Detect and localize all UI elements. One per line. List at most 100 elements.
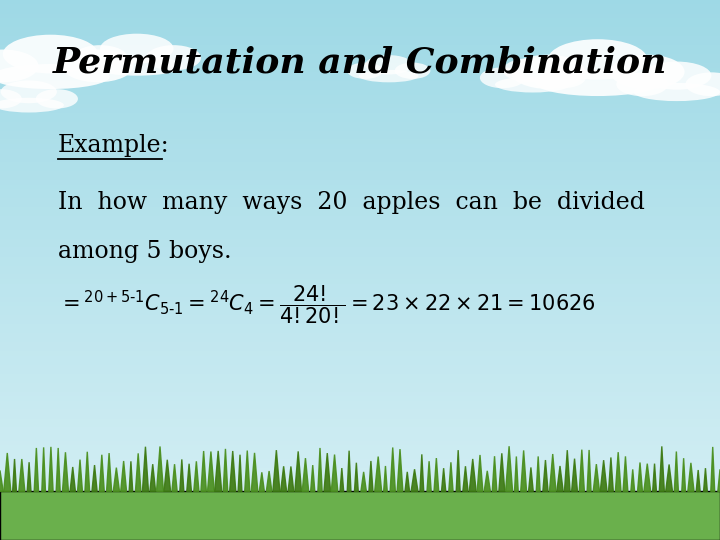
Text: Example:: Example: — [58, 134, 169, 157]
Polygon shape — [397, 449, 403, 491]
Polygon shape — [637, 462, 642, 491]
Polygon shape — [521, 450, 526, 491]
Bar — [0, 347, 720, 351]
Polygon shape — [369, 461, 373, 491]
Polygon shape — [172, 464, 177, 491]
Ellipse shape — [395, 63, 431, 79]
Polygon shape — [245, 450, 250, 491]
Bar — [0, 207, 720, 212]
Polygon shape — [463, 466, 468, 491]
Polygon shape — [70, 467, 76, 491]
Polygon shape — [711, 447, 715, 491]
Bar — [0, 193, 720, 198]
Bar — [0, 54, 720, 58]
Ellipse shape — [480, 68, 525, 88]
Bar — [0, 72, 720, 77]
Polygon shape — [27, 462, 31, 491]
Polygon shape — [434, 458, 438, 491]
Bar — [0, 198, 720, 202]
Polygon shape — [682, 458, 685, 491]
Bar — [0, 131, 720, 135]
Bar — [0, 324, 720, 328]
Polygon shape — [675, 451, 678, 491]
Bar — [0, 256, 720, 261]
Bar — [0, 315, 720, 320]
Ellipse shape — [100, 33, 174, 64]
Bar — [0, 351, 720, 355]
Bar — [0, 513, 720, 517]
Bar — [0, 220, 720, 225]
Polygon shape — [78, 460, 83, 491]
Bar — [0, 360, 720, 364]
Bar — [0, 459, 720, 463]
Polygon shape — [251, 453, 258, 491]
Ellipse shape — [0, 98, 64, 112]
Text: Permutation and Combination: Permutation and Combination — [53, 45, 667, 79]
Bar — [0, 45, 720, 50]
Bar — [0, 122, 720, 126]
Bar — [0, 23, 720, 27]
Bar — [0, 166, 720, 171]
Bar — [0, 364, 720, 369]
Bar — [0, 432, 720, 436]
Bar — [0, 455, 720, 459]
Bar — [0, 414, 720, 418]
Ellipse shape — [616, 72, 668, 96]
Polygon shape — [201, 451, 207, 491]
Polygon shape — [207, 451, 215, 491]
Bar — [0, 63, 720, 68]
Bar — [0, 392, 720, 396]
Bar — [0, 418, 720, 423]
Polygon shape — [4, 453, 11, 491]
Bar — [0, 185, 720, 189]
Bar — [0, 536, 720, 540]
Polygon shape — [405, 472, 410, 491]
Bar — [0, 94, 720, 99]
Bar — [0, 40, 720, 45]
Bar — [0, 212, 720, 216]
Polygon shape — [215, 451, 222, 491]
Polygon shape — [666, 464, 672, 491]
Bar — [0, 297, 720, 301]
Polygon shape — [515, 456, 518, 491]
Ellipse shape — [63, 50, 134, 82]
Bar — [0, 293, 720, 297]
Bar — [0, 472, 720, 477]
Ellipse shape — [503, 58, 563, 83]
Polygon shape — [92, 465, 97, 491]
Bar — [0, 4, 720, 9]
Bar — [0, 68, 720, 72]
Polygon shape — [580, 450, 585, 491]
Ellipse shape — [91, 56, 183, 76]
Polygon shape — [63, 452, 68, 491]
Bar — [0, 490, 720, 495]
Polygon shape — [477, 455, 483, 491]
Bar — [0, 239, 720, 243]
Bar — [0, 274, 720, 279]
Bar — [0, 477, 720, 482]
Polygon shape — [549, 454, 556, 491]
Polygon shape — [135, 454, 141, 491]
Ellipse shape — [0, 50, 39, 82]
Polygon shape — [572, 458, 577, 491]
Bar — [0, 468, 720, 472]
Polygon shape — [361, 472, 366, 491]
Bar — [0, 509, 720, 513]
Bar — [0, 270, 720, 274]
Bar — [0, 126, 720, 131]
Polygon shape — [129, 461, 132, 491]
Bar — [0, 436, 720, 441]
Bar — [0, 405, 720, 409]
Ellipse shape — [0, 89, 22, 109]
Text: $= {}^{20+5\text{-}1}C_{5\text{-}1}= {}^{24}C_{4}= \dfrac{24!}{4!20!}= 23 \times: $= {}^{20+5\text{-}1}C_{5\text{-}1}= {}^… — [58, 284, 595, 326]
Polygon shape — [0, 470, 3, 491]
Ellipse shape — [610, 55, 685, 89]
Bar — [0, 441, 720, 445]
Polygon shape — [660, 447, 665, 491]
Polygon shape — [156, 447, 163, 491]
Ellipse shape — [73, 45, 127, 70]
Bar — [0, 504, 720, 509]
Bar — [0, 387, 720, 392]
Polygon shape — [354, 463, 359, 491]
Ellipse shape — [146, 45, 201, 70]
